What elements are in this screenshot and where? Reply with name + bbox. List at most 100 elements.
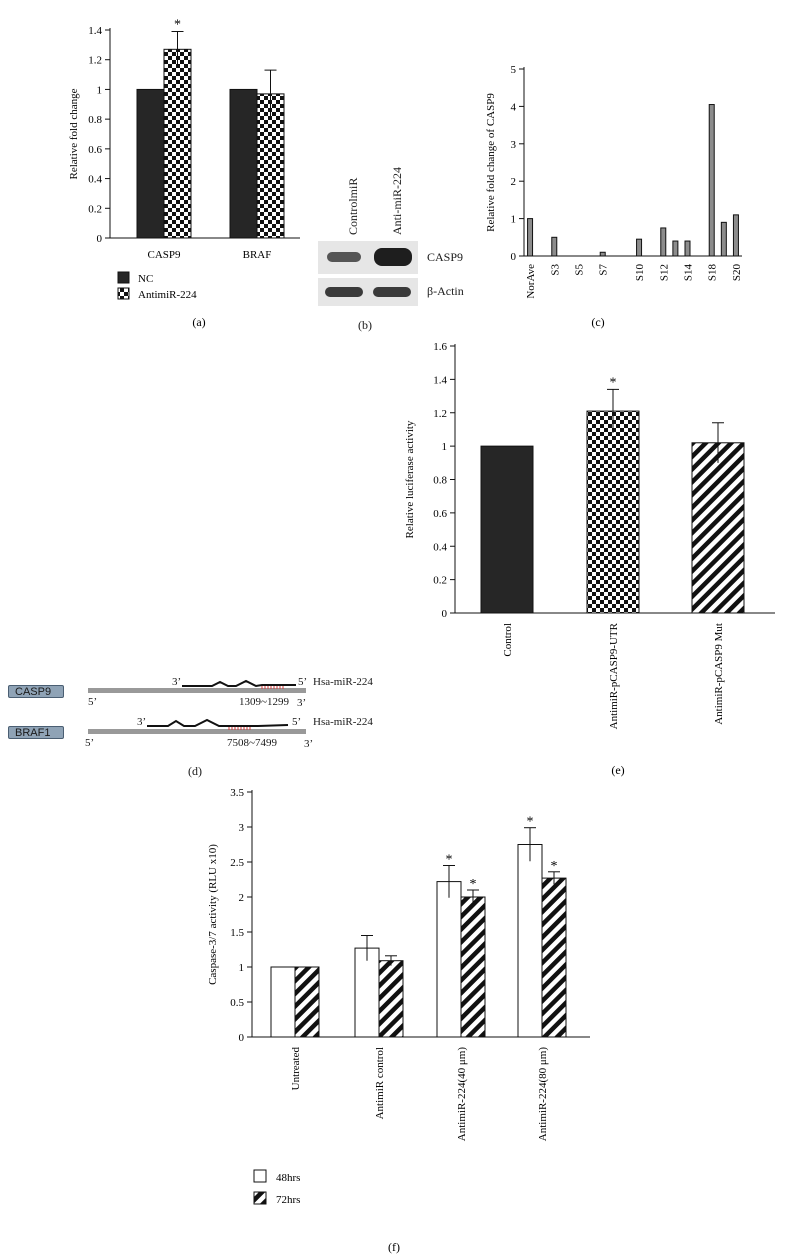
panel-label-d: (d) — [188, 764, 202, 778]
x-tick-label: Untreated — [290, 1047, 302, 1091]
bar-72hrs — [460, 896, 486, 1038]
x-tick-label: NorAve — [525, 264, 537, 299]
mrna-3prime-label: 3’ — [304, 738, 314, 750]
y-tick-label: 3 — [511, 139, 517, 151]
mirna-3prime-label: 3’ — [137, 716, 147, 728]
mrna-3prime-label: 3’ — [297, 697, 307, 709]
x-tick-label: Control — [502, 623, 514, 657]
y-tick-label: 0.5 — [230, 997, 244, 1009]
bar-72hrs — [541, 877, 567, 1038]
y-tick-label: 5 — [511, 64, 517, 76]
y-tick-label: 0.4 — [433, 541, 447, 553]
panel-label-b: (b) — [358, 318, 372, 332]
panel-label-e: (e) — [611, 763, 624, 777]
casp9-mirna-strand — [182, 679, 296, 688]
bar-72hrs — [294, 966, 320, 1038]
gene-tag-braf1: BRAF1 — [8, 726, 64, 739]
site-position-label: 7508~7499 — [227, 737, 277, 749]
bar-sample — [551, 236, 558, 257]
y-tick-label: 0.2 — [88, 203, 102, 215]
bar-48hrs — [436, 881, 462, 1038]
y-axis-label: Relative luciferase activity — [404, 420, 416, 538]
y-tick-label: 4 — [511, 101, 517, 113]
bar-utr — [586, 410, 640, 614]
bar-sample — [732, 214, 739, 257]
significance-asterisk: * — [470, 877, 477, 892]
bar-sample — [672, 240, 679, 257]
y-tick-label: 1.2 — [433, 408, 447, 420]
braf1-mirna-strand — [147, 718, 289, 727]
bar-casp9-nc — [136, 88, 165, 239]
gene-tag-casp9: CASP9 — [8, 685, 64, 698]
bar-48hrs — [270, 966, 296, 1038]
y-tick-label: 0.8 — [433, 475, 447, 487]
bar-48hrs — [354, 947, 380, 1038]
significance-asterisk: * — [174, 17, 181, 32]
bar-48hrs — [517, 844, 543, 1038]
mrna-5prime-label: 5’ — [88, 696, 98, 708]
y-tick-label: 0 — [239, 1032, 245, 1044]
x-tick-label: S12 — [658, 264, 670, 281]
mirna-5prime-label: 5’ — [298, 676, 308, 688]
x-tick-label: CASP9 — [147, 249, 181, 261]
mrna-5prime-label: 5’ — [85, 737, 95, 749]
legend-swatch-antimir — [117, 287, 130, 300]
band-casp9-antimir — [374, 248, 412, 266]
x-tick-label: AntimiR-224(80 μm) — [537, 1047, 549, 1142]
site-position-label: 1309~1299 — [239, 696, 289, 708]
panel-label-f: (f) — [388, 1240, 400, 1254]
legend-swatch-72hrs — [253, 1191, 267, 1205]
mirna-3prime-label: 3’ — [172, 676, 182, 688]
y-tick-label: 1.5 — [230, 927, 244, 939]
y-axis-label: Relative fold change of CASP9 — [485, 93, 497, 232]
legend-label: NC — [138, 273, 153, 285]
y-tick-label: 1.2 — [88, 55, 102, 67]
y-tick-label: 0 — [511, 251, 517, 263]
x-tick-label: S5 — [574, 264, 586, 276]
x-tick-label: AntimiR-224(40 μm) — [456, 1047, 468, 1142]
y-tick-label: 0.2 — [433, 575, 447, 587]
blot-lane-label-antimir: Anti-miR-224 — [390, 167, 404, 235]
casp9-mrna-strand — [88, 688, 306, 693]
braf1-mrna-strand — [88, 729, 306, 734]
y-tick-label: 0.4 — [88, 174, 102, 186]
legend-label: AntimiR-224 — [138, 289, 197, 301]
x-tick-label: S7 — [598, 264, 610, 276]
y-tick-label: 3 — [239, 822, 245, 834]
bar-sample — [599, 251, 606, 257]
band-actin-antimir — [373, 287, 411, 297]
y-tick-label: 0 — [97, 233, 103, 245]
x-tick-label: S20 — [731, 264, 743, 282]
blot-row-label-casp9: CASP9 — [427, 250, 464, 264]
bar-72hrs — [378, 960, 404, 1038]
significance-asterisk: * — [527, 815, 534, 830]
bar-sample — [660, 227, 667, 257]
bar-casp9-antimir — [163, 48, 192, 239]
bar-mut — [691, 442, 745, 614]
bar-sample — [636, 238, 643, 257]
bar-sample — [684, 240, 691, 257]
legend-label: 72hrs — [276, 1194, 300, 1206]
y-tick-label: 1 — [97, 84, 103, 96]
significance-asterisk: * — [446, 853, 453, 868]
y-tick-label: 2 — [239, 892, 245, 904]
mirna-name-label: Hsa-miR-224 — [313, 676, 373, 688]
mirna-5prime-label: 5’ — [292, 716, 302, 728]
y-tick-label: 3.5 — [230, 787, 244, 799]
x-tick-label: S18 — [707, 264, 719, 282]
significance-asterisk: * — [610, 375, 617, 390]
y-axis-label: Caspase-3/7 activity (RLU x10) — [207, 844, 219, 985]
legend-swatch-48hrs — [253, 1169, 267, 1183]
y-tick-label: 2.5 — [230, 857, 244, 869]
bar-sample — [527, 218, 534, 257]
y-tick-label: 0.8 — [88, 114, 102, 126]
mirna-name-label: Hsa-miR-224 — [313, 716, 373, 728]
blot-strip-casp9 — [318, 241, 418, 274]
x-tick-label: S14 — [683, 264, 695, 282]
x-tick-label: S10 — [634, 264, 646, 282]
bar-sample — [708, 104, 715, 257]
legend-label: 48hrs — [276, 1172, 300, 1184]
significance-asterisk: * — [551, 859, 558, 874]
y-tick-label: 1 — [442, 441, 448, 453]
